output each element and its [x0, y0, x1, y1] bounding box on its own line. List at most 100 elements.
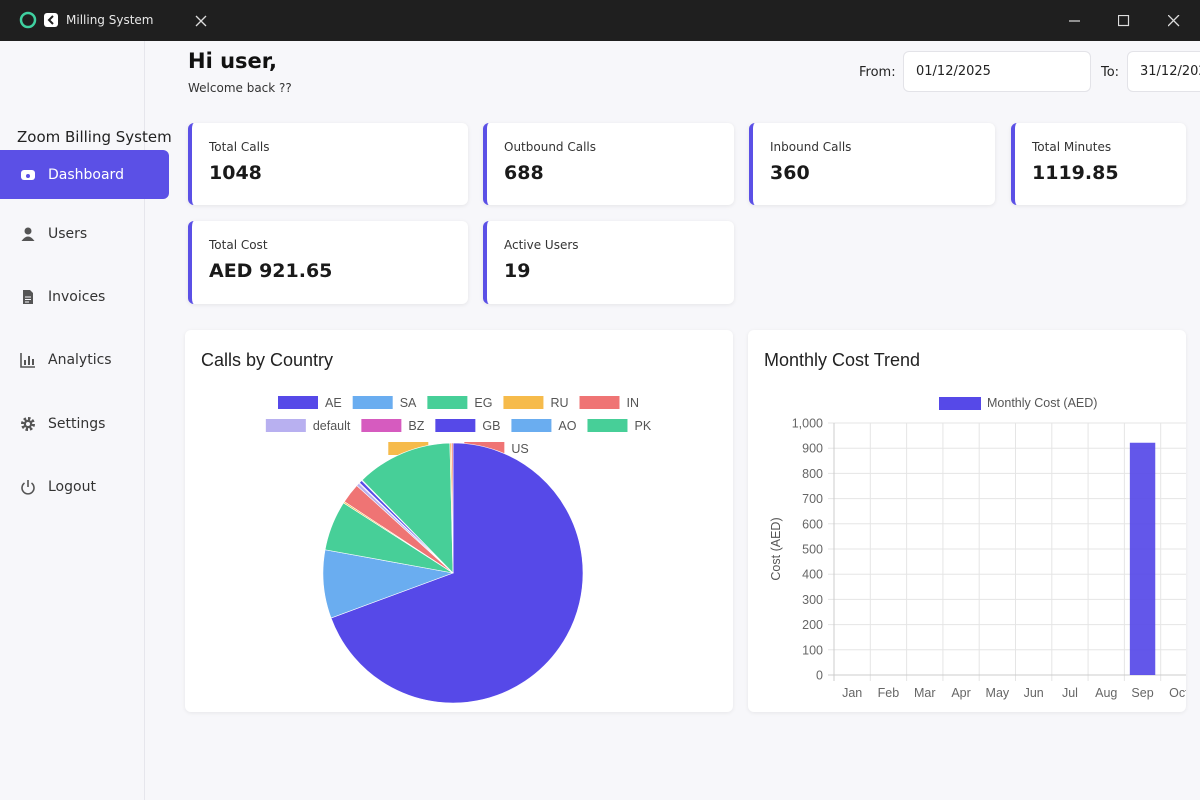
- stat-label: Total Cost: [209, 238, 268, 252]
- legend-label: SA: [400, 396, 417, 410]
- stat-card: Total Cost AED 921.65: [188, 221, 468, 304]
- to-date[interactable]: 31/12/2025: [1127, 51, 1200, 92]
- legend-label: default: [313, 419, 351, 433]
- stat-value: 688: [504, 162, 544, 184]
- nav-icon: [21, 227, 35, 241]
- y-tick-label: 600: [802, 517, 823, 531]
- bar: [1129, 442, 1156, 675]
- legend-label: RU: [550, 396, 568, 410]
- nav-icon: [23, 289, 33, 304]
- y-tick-label: 100: [802, 643, 823, 657]
- y-axis-label: Cost (AED): [769, 517, 783, 580]
- pie-slice: [330, 442, 584, 704]
- legend-label: AO: [558, 419, 576, 433]
- legend-swatch: [503, 396, 544, 409]
- maximize[interactable]: [1118, 15, 1130, 27]
- nav-icon: [21, 169, 35, 180]
- legend-label: US: [511, 442, 528, 456]
- y-tick-label: 700: [802, 492, 823, 506]
- bar-card: Monthly Cost Trend 0 100 200 300 400 500 600 700…: [748, 330, 1186, 712]
- to-date-text: 31/12/2025: [1140, 64, 1200, 79]
- x-tick-label: Jun: [1024, 686, 1044, 700]
- stat-card: Total Minutes 1119.85: [1011, 123, 1186, 205]
- pie-chart: Calls by Country AE SA EG RU IN default BZ GB AO P…: [201, 350, 652, 704]
- y-tick-label: 900: [802, 442, 823, 456]
- legend-label: EG: [474, 396, 492, 410]
- nav-label: Analytics: [48, 351, 112, 368]
- nav-item[interactable]: Dashboard: [0, 150, 169, 199]
- from-date[interactable]: 01/12/2025: [903, 51, 1091, 92]
- legend-item: RU: [503, 396, 569, 410]
- pie-card: Calls by Country AE SA EG RU IN default BZ GB AO P…: [185, 330, 733, 712]
- y-tick-label: 0: [816, 669, 823, 683]
- stat-value: 1119.85: [1032, 162, 1119, 184]
- stat-label: Total Minutes: [1032, 140, 1112, 154]
- greeting: Hi user,: [188, 49, 278, 73]
- legend-label: IN: [627, 396, 640, 410]
- legend-item: GB: [435, 419, 500, 433]
- from-date-text: 01/12/2025: [916, 64, 991, 79]
- x-tick-label: Mar: [914, 686, 936, 700]
- legend-swatch: [435, 419, 476, 432]
- legend-label: BZ: [408, 419, 424, 433]
- stat-card: Outbound Calls 688: [483, 123, 734, 205]
- stat-value: 1048: [209, 162, 262, 184]
- nav-label: Users: [48, 225, 88, 242]
- legend-swatch: [587, 419, 628, 432]
- legend-item: SA: [352, 396, 417, 410]
- legend-swatch: [511, 419, 552, 432]
- legend-swatch: [352, 396, 393, 409]
- x-tick-label: May: [986, 686, 1010, 700]
- x-tick-label: Oct: [1169, 686, 1186, 700]
- stat-label: Outbound Calls: [504, 140, 597, 154]
- nav-icon: [20, 352, 35, 368]
- legend-item: default: [265, 419, 351, 433]
- stat-label: Inbound Calls: [770, 140, 852, 154]
- stat-label: Active Users: [504, 238, 579, 252]
- nav-label: Dashboard: [48, 166, 124, 183]
- legend-item: AE: [278, 396, 342, 410]
- nav-item[interactable]: Invoices: [0, 272, 169, 321]
- minimize[interactable]: [1069, 15, 1081, 27]
- pie-slice: [361, 442, 454, 574]
- chart-title: Calls by Country: [201, 350, 333, 370]
- nav-item[interactable]: Users: [0, 209, 169, 258]
- x-tick-label: Aug: [1095, 686, 1117, 700]
- x-tick-label: Jul: [1062, 686, 1078, 700]
- legend-swatch: [278, 396, 318, 409]
- from-label: From:: [859, 65, 896, 80]
- legend-item: PK: [587, 419, 652, 433]
- stat-card: Inbound Calls 360: [749, 123, 995, 205]
- nav-item[interactable]: Settings: [0, 399, 169, 448]
- legend-label: AE: [325, 396, 342, 410]
- legend-swatch: [361, 419, 402, 432]
- legend-swatch: [579, 396, 620, 409]
- y-tick-label: 300: [802, 593, 823, 607]
- y-tick-label: 500: [802, 543, 823, 557]
- legend-swatch: [427, 396, 468, 409]
- close-tab[interactable]: [195, 15, 207, 27]
- nav-icon: [21, 479, 35, 495]
- stat-card: Active Users 19: [483, 221, 734, 304]
- x-tick-label: Apr: [951, 686, 970, 700]
- nav-item[interactable]: Analytics: [0, 335, 169, 384]
- x-tick-label: Feb: [878, 686, 900, 700]
- legend-item: AO: [511, 419, 577, 433]
- legend-swatch: [939, 397, 981, 410]
- legend-label: GB: [482, 419, 500, 433]
- pie-slice: [451, 442, 454, 574]
- legend-item: EG: [427, 396, 492, 410]
- stat-value: AED 921.65: [209, 260, 333, 282]
- y-tick-label: 1,000: [792, 417, 823, 431]
- y-tick-label: 200: [802, 618, 823, 632]
- welcome-text: Welcome back ??: [188, 81, 292, 95]
- legend-label: Monthly Cost (AED): [987, 396, 1097, 410]
- legend-item: IN: [579, 396, 640, 410]
- stat-value: 360: [770, 162, 810, 184]
- app-icons: [19, 11, 58, 29]
- title-bar: Milling System: [0, 0, 1200, 41]
- tab-title[interactable]: Milling System: [66, 13, 154, 27]
- close-window[interactable]: [1168, 15, 1180, 27]
- nav-item[interactable]: Logout: [0, 462, 169, 511]
